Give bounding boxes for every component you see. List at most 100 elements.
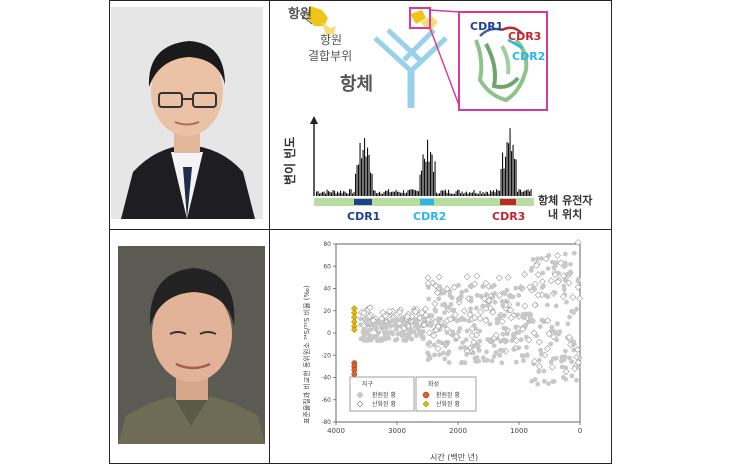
earth-reduced-point: [554, 337, 559, 343]
earth-oxidized-point: [519, 325, 527, 333]
histogram-bar: [515, 159, 517, 196]
histogram-bar: [353, 191, 355, 196]
histogram-bar: [374, 190, 376, 196]
earth-reduced-point: [450, 308, 456, 313]
histogram-bar: [367, 147, 369, 196]
earth-reduced-point: [499, 299, 505, 304]
earth-reduced-point: [426, 296, 432, 302]
earth-reduced-point: [466, 318, 472, 324]
histogram-bar: [398, 191, 400, 196]
earth-oxidized-point: [443, 285, 451, 293]
earth-reduced-point: [411, 329, 417, 335]
earth-reduced-point: [412, 323, 418, 329]
earth-reduced-point: [564, 299, 569, 305]
histogram-bar: [346, 193, 348, 196]
earth-reduced-point: [361, 327, 367, 333]
earth-oxidized-point: [452, 333, 460, 340]
histogram-bar: [530, 189, 532, 196]
earth-oxidized-point: [420, 321, 428, 329]
earth-reduced-point: [477, 338, 483, 344]
histogram-bar: [437, 193, 439, 196]
histogram-bar: [319, 193, 321, 196]
earth-reduced-point: [493, 350, 499, 355]
histogram-bar: [317, 191, 319, 196]
histogram-bar: [413, 189, 415, 196]
earth-reduced-point: [546, 253, 552, 258]
earth-reduced-point: [414, 333, 419, 339]
earth-reduced-point: [553, 303, 559, 309]
earth-reduced-point: [488, 339, 494, 344]
researcher-photo-1: [111, 7, 263, 219]
earth-reduced-point: [459, 360, 464, 366]
earth-oxidized-point: [400, 324, 408, 332]
earth-reduced-point: [393, 317, 398, 323]
earth-reduced-point: [551, 265, 557, 270]
histogram-bar: [509, 128, 511, 196]
earth-reduced-point: [540, 270, 546, 276]
earth-oxidized-point: [492, 331, 500, 339]
earth-oxidized-point: [574, 283, 582, 291]
y-tick-label: -60: [321, 397, 331, 404]
earth-reduced-point: [489, 358, 495, 364]
histogram-bar: [403, 190, 405, 196]
y-tick-label: -20: [321, 352, 331, 359]
histogram-bar: [424, 158, 426, 196]
histogram-bar: [326, 189, 328, 196]
earth-reduced-point: [380, 324, 386, 329]
earth-oxidized-point: [538, 278, 546, 285]
earth-reduced-point: [456, 282, 461, 288]
earth-oxidized-point: [507, 314, 515, 322]
earth-reduced-point: [522, 315, 527, 321]
histogram-bar: [404, 193, 406, 196]
legend-mars-oxidized-marker: [422, 400, 430, 408]
histogram-bar: [484, 193, 486, 196]
earth-reduced-point: [440, 302, 445, 308]
histogram-bar: [391, 191, 393, 196]
earth-reduced-point: [500, 303, 506, 308]
earth-reduced-point: [539, 256, 544, 261]
earth-reduced-point: [463, 337, 469, 343]
earth-reduced-point: [425, 350, 430, 356]
earth-reduced-point: [492, 299, 498, 305]
histogram-bar: [469, 192, 471, 196]
earth-reduced-point: [497, 316, 502, 321]
y-ticks: 80 60 40 20 0 -20 -40 -60 -80: [321, 241, 336, 426]
histogram-bar: [503, 168, 505, 196]
histogram-bar: [517, 191, 519, 196]
earth-reduced-point: [499, 360, 505, 366]
histogram-bar: [494, 192, 496, 196]
earth-oxidized-point: [466, 311, 474, 319]
legend-earth-title: 지구: [362, 380, 374, 388]
earth-oxidized-point: [531, 301, 539, 309]
earth-reduced-point: [464, 328, 470, 334]
histogram-bar: [497, 190, 499, 196]
earth-reduced-point: [442, 310, 447, 315]
y-tick-label: 0: [327, 330, 331, 337]
earth-reduced-point: [474, 292, 480, 298]
earth-reduced-point: [567, 355, 572, 361]
histogram-bar: [316, 191, 318, 196]
earth-oxidized-point: [412, 308, 419, 316]
cdr2-label: CDR2: [413, 210, 446, 223]
x-axis-label-2: 내 위치: [548, 207, 582, 221]
earth-reduced-point: [442, 356, 448, 362]
earth-oxidized-point: [482, 317, 490, 324]
histogram-bar: [358, 164, 360, 196]
histogram-bar: [520, 189, 522, 196]
earth-oxidized-point: [435, 273, 443, 281]
earth-reduced-point: [494, 320, 500, 326]
x-tick-label: 1000: [510, 427, 528, 435]
histogram-bar: [446, 192, 448, 196]
earth-oxidized-point: [422, 305, 429, 313]
histogram-bar: [368, 154, 370, 196]
histogram-bar: [392, 191, 394, 196]
earth-reduced-point: [404, 334, 410, 340]
earth-reduced-point: [545, 294, 551, 300]
cdr2-label-top: CDR2: [512, 50, 545, 63]
histogram-bar: [521, 191, 523, 196]
histogram-bar: [331, 192, 333, 196]
earth-reduced-point: [562, 260, 568, 266]
earth-reduced-point: [513, 359, 519, 365]
earth-reduced-point: [575, 278, 581, 284]
earth-reduced-point: [468, 306, 473, 312]
